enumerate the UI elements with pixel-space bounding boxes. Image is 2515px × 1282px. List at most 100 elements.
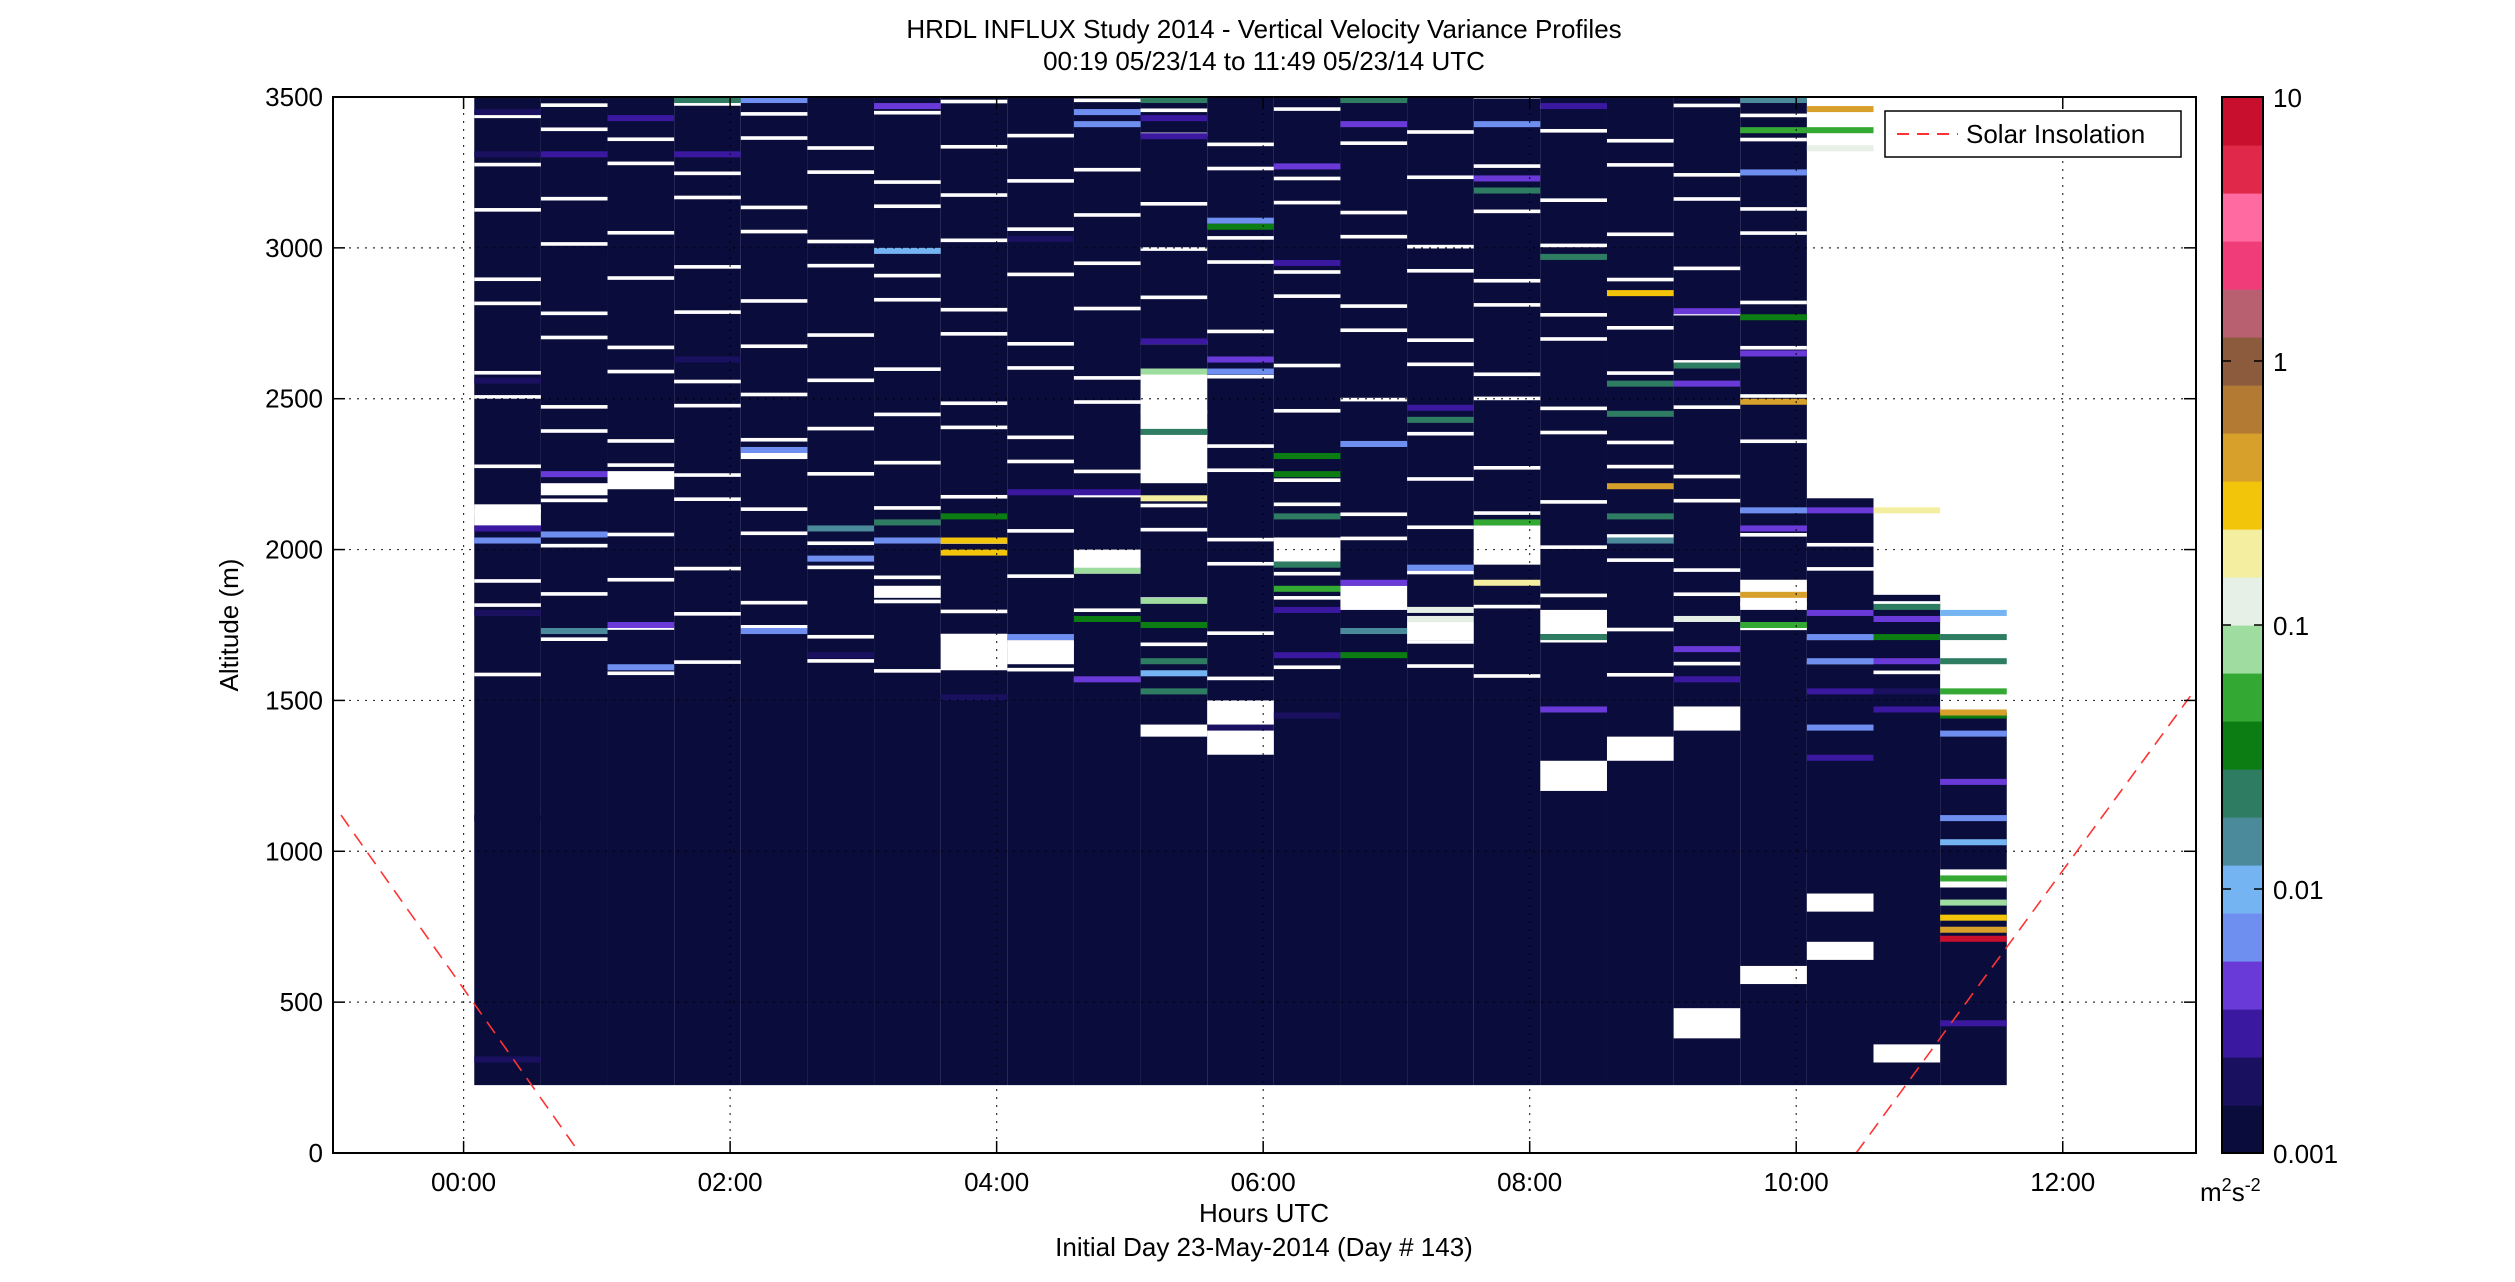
heatmap-gap (1140, 247, 1208, 251)
heatmap-cell (607, 664, 675, 671)
heatmap-gap (474, 464, 541, 469)
heatmap-gap (1540, 430, 1607, 435)
heatmap-gap (940, 634, 1008, 671)
heatmap-gap (1073, 469, 1141, 474)
heatmap-gap (1873, 601, 1941, 605)
heatmap-cell (1273, 453, 1341, 460)
heatmap-cell (1806, 609, 1874, 616)
heatmap-cell (1073, 489, 1141, 496)
heatmap-cell (1273, 585, 1341, 592)
heatmap-gap (1207, 329, 1274, 334)
heatmap-cell (1273, 513, 1341, 520)
heatmap-gap (540, 405, 608, 409)
heatmap-cell (474, 151, 541, 158)
heatmap-cell (1473, 187, 1541, 194)
colorbar-swatch (2222, 1057, 2263, 1106)
heatmap-cell (1940, 730, 2007, 737)
heatmap-gap (674, 171, 741, 176)
heatmap-gap (1407, 525, 1474, 530)
heatmap-gap (1540, 593, 1607, 598)
heatmap-gap (1673, 568, 1741, 572)
colorbar-tick-label: 1 (2273, 347, 2287, 377)
colorbar-ticks: 10 1 0.1 0.01 0.001 (2222, 83, 2338, 1169)
heatmap-cell (1873, 615, 1941, 622)
colorbar-swatch (2222, 625, 2263, 674)
y-tick-label: 3500 (265, 82, 323, 112)
heatmap-cell (1740, 169, 1807, 176)
heatmap-cell (1207, 368, 1274, 375)
colorbar-swatch (2222, 961, 2263, 1010)
heatmap-gap (1473, 396, 1541, 401)
heatmap-cell (1140, 658, 1208, 665)
heatmap-cell (1273, 163, 1341, 170)
heatmap-cell (1806, 145, 1874, 152)
heatmap-cell (1740, 127, 1807, 134)
heatmap-cell (1606, 537, 1674, 544)
heatmap-gap (1540, 128, 1607, 133)
y-axis-ticks: 0 500 1000 1500 2000 2500 3000 3500 (265, 82, 2196, 1168)
heatmap-gap (874, 506, 941, 510)
colorbar: 10 1 0.1 0.01 0.001 m2s-2 (2200, 83, 2338, 1207)
heatmap-cell (674, 356, 741, 363)
heatmap-cell (1140, 621, 1208, 629)
heatmap-gap (1340, 397, 1408, 402)
heatmap-cell (1540, 706, 1607, 713)
heatmap-cell (1606, 483, 1674, 490)
heatmap-cell (1207, 356, 1274, 363)
heatmap-gap (1740, 137, 1807, 142)
heatmap-gap (1273, 107, 1341, 111)
colorbar-swatch (2222, 241, 2263, 290)
colorbar-tick-label: 0.1 (2273, 611, 2309, 641)
heatmap-gap (807, 378, 875, 383)
heatmap-gap (1007, 574, 1074, 578)
heatmap-gap (674, 195, 741, 200)
heatmap-gap (1140, 410, 1208, 414)
heatmap-gap (540, 103, 608, 107)
heatmap-cell (1940, 778, 2007, 785)
heatmap-cell (1740, 350, 1807, 357)
y-tick-label: 1000 (265, 836, 323, 866)
heatmap-gap (740, 437, 808, 442)
heatmap-gap (607, 369, 675, 374)
heatmap-cell (1540, 634, 1607, 641)
heatmap-cell (1740, 97, 1807, 104)
heatmap-cell (1407, 416, 1474, 423)
heatmap-cell (1740, 398, 1807, 405)
heatmap-gap (874, 669, 941, 673)
heatmap-cell (807, 555, 875, 562)
colorbar-swatch (2222, 481, 2263, 530)
heatmap-gap (1073, 608, 1141, 613)
colorbar-unit-base: m (2200, 1177, 2222, 1207)
heatmap-cell (1140, 428, 1208, 435)
heatmap-gap (1606, 627, 1674, 632)
heatmap-gap (807, 263, 875, 268)
heatmap-cell (1806, 507, 1874, 514)
heatmap-gap (1473, 303, 1541, 307)
x-axis-ticks: 00:00 02:00 04:00 06:00 08:00 10:00 12:00 (431, 97, 2095, 1197)
heatmap-gap (1207, 561, 1274, 566)
heatmap-gap (807, 472, 875, 476)
solar-insolation-line (1855, 687, 2196, 1153)
heatmap-column (674, 97, 741, 1086)
solar-insolation-series (340, 687, 2196, 1153)
heatmap-gap (1273, 294, 1341, 298)
heatmap-gap (1207, 260, 1274, 264)
heatmap-gap (1007, 667, 1074, 672)
heatmap-gap (1007, 227, 1074, 231)
heatmap-cell (1407, 615, 1474, 622)
heatmap-gap (740, 600, 808, 605)
heatmap-gap (1540, 243, 1607, 248)
heatmap-cell (1273, 561, 1341, 568)
heatmap-gap (874, 273, 941, 278)
heatmap-gap (1007, 529, 1074, 533)
heatmap-gap (1073, 213, 1141, 217)
heatmap-cell (1340, 121, 1408, 128)
heatmap-gap (607, 471, 675, 490)
heatmap-cell (1140, 115, 1208, 122)
heatmap-column (940, 97, 1008, 1086)
heatmap-cell (740, 446, 808, 454)
heatmap-gap (1273, 176, 1341, 181)
heatmap-gap (740, 507, 808, 511)
chart-title: HRDL INFLUX Study 2014 - Vertical Veloci… (906, 14, 1621, 44)
